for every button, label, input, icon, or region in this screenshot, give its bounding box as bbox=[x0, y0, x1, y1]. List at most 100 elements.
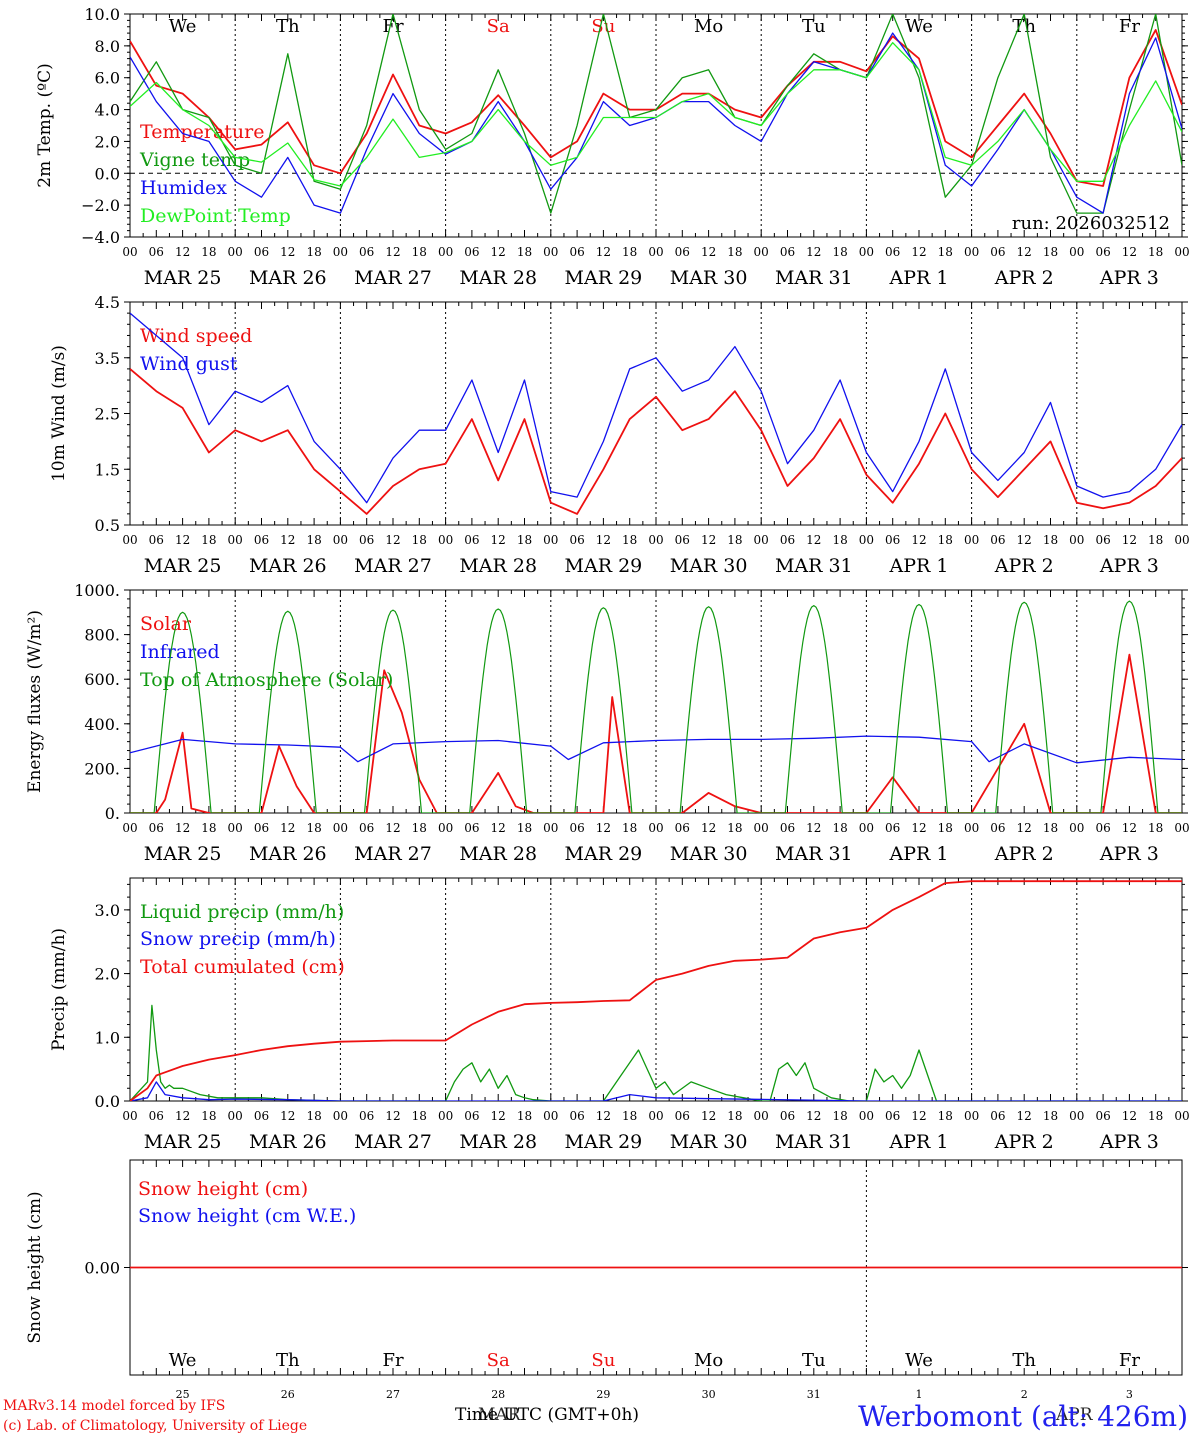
hour-tick-label: 12 bbox=[596, 245, 611, 259]
day-number: 27 bbox=[386, 1388, 400, 1401]
hour-tick-label: 18 bbox=[306, 821, 321, 835]
y-tick-label: 0.0 bbox=[95, 1092, 120, 1111]
run-label: run: 2026032512 bbox=[1012, 213, 1170, 234]
hour-tick-label: 12 bbox=[1017, 1109, 1032, 1123]
hour-tick-label: 00 bbox=[543, 1109, 558, 1123]
hour-tick-label: 06 bbox=[569, 533, 584, 547]
hour-tick-label: 12 bbox=[1017, 245, 1032, 259]
hour-tick-label: 18 bbox=[1148, 821, 1163, 835]
hour-tick-label: 06 bbox=[1095, 533, 1110, 547]
hour-tick-label: 00 bbox=[1174, 533, 1189, 547]
weekday-label: Su bbox=[591, 16, 615, 37]
date-label: MAR 25 bbox=[144, 843, 222, 865]
hour-tick-label: 12 bbox=[280, 245, 295, 259]
hour-tick-label: 12 bbox=[1122, 1109, 1137, 1123]
hour-tick-label: 18 bbox=[622, 1109, 637, 1123]
hour-tick-label: 12 bbox=[911, 821, 926, 835]
hour-tick-label: 12 bbox=[280, 821, 295, 835]
hour-tick-label: 12 bbox=[806, 1109, 821, 1123]
hour-tick-label: 06 bbox=[885, 821, 900, 835]
hour-tick-label: 00 bbox=[438, 245, 453, 259]
hour-tick-label: 18 bbox=[938, 821, 953, 835]
hour-tick-label: 18 bbox=[1148, 1109, 1163, 1123]
hour-tick-label: 12 bbox=[701, 821, 716, 835]
hour-tick-label: 00 bbox=[648, 533, 663, 547]
station-name: Werbomont (alt: 426m) bbox=[858, 1400, 1188, 1433]
y-axis-label: Precip (mm/h) bbox=[49, 928, 69, 1051]
month-label-mar: MAR bbox=[478, 1405, 521, 1425]
date-label: APR 3 bbox=[1099, 555, 1159, 577]
hour-tick-label: 06 bbox=[780, 1109, 795, 1123]
panel-precip: 0.0 1.0 2.0 3.0 Precip (mm/h) 00 06 12 18 MAR 25 0… bbox=[49, 877, 1190, 1153]
y-tick-label: 3.5 bbox=[95, 349, 120, 368]
hour-tick-label: 12 bbox=[596, 533, 611, 547]
weekday-label: Fr bbox=[1119, 1350, 1140, 1371]
hour-tick-label: 06 bbox=[254, 245, 269, 259]
series-line-1 bbox=[130, 1081, 1182, 1101]
hour-tick-label: 12 bbox=[491, 1109, 506, 1123]
weekday-label: We bbox=[905, 16, 933, 37]
hour-tick-label: 06 bbox=[254, 1109, 269, 1123]
hour-tick-label: 18 bbox=[412, 821, 427, 835]
hour-tick-label: 00 bbox=[228, 1109, 243, 1123]
hour-tick-label: 00 bbox=[1174, 821, 1189, 835]
hour-tick-label: 12 bbox=[385, 245, 400, 259]
legend-entry: Humidex bbox=[140, 177, 227, 199]
legend-entry: Snow precip (mm/h) bbox=[140, 928, 336, 950]
date-label: APR 3 bbox=[1099, 1131, 1159, 1153]
hour-tick-label: 06 bbox=[149, 821, 164, 835]
weekday-label: We bbox=[169, 1350, 197, 1371]
weekday-label: Th bbox=[276, 1350, 300, 1371]
date-label: APR 2 bbox=[994, 267, 1054, 289]
hour-tick-label: 12 bbox=[491, 245, 506, 259]
y-tick-label: 800. bbox=[84, 626, 120, 645]
hour-tick-label: 06 bbox=[990, 533, 1005, 547]
date-label: APR 1 bbox=[889, 843, 949, 865]
hour-tick-label: 06 bbox=[990, 1109, 1005, 1123]
legend-entry: Snow height (cm) bbox=[138, 1178, 308, 1200]
hour-tick-label: 00 bbox=[333, 245, 348, 259]
y-tick-label: 200. bbox=[84, 759, 120, 778]
y-axis-label: 2m Temp. (ºC) bbox=[35, 63, 55, 188]
hour-tick-label: 18 bbox=[412, 1109, 427, 1123]
legend-entry: Vigne temp bbox=[139, 149, 250, 171]
hour-tick-label: 00 bbox=[1069, 533, 1084, 547]
legend-entry: Wind speed bbox=[140, 325, 252, 347]
date-label: MAR 27 bbox=[354, 267, 432, 289]
day-number: 25 bbox=[176, 1388, 190, 1401]
hour-tick-label: 00 bbox=[859, 821, 874, 835]
hour-tick-label: 00 bbox=[648, 1109, 663, 1123]
series-line-0 bbox=[130, 368, 1182, 515]
hour-tick-label: 12 bbox=[1017, 821, 1032, 835]
date-label: APR 3 bbox=[1099, 843, 1159, 865]
hour-tick-label: 18 bbox=[201, 821, 216, 835]
y-tick-label: 6.0 bbox=[95, 69, 120, 88]
date-label: MAR 25 bbox=[144, 555, 222, 577]
hour-tick-label: 06 bbox=[675, 821, 690, 835]
hour-tick-label: 06 bbox=[675, 533, 690, 547]
hour-tick-label: 18 bbox=[1148, 533, 1163, 547]
hour-tick-label: 18 bbox=[832, 821, 847, 835]
legend-entry: Liquid precip (mm/h) bbox=[140, 901, 344, 923]
hour-tick-label: 06 bbox=[254, 533, 269, 547]
date-label: MAR 30 bbox=[670, 555, 748, 577]
legend-entry: Temperature bbox=[140, 121, 264, 143]
y-tick-label: 2.0 bbox=[95, 965, 120, 984]
hour-tick-label: 18 bbox=[938, 1109, 953, 1123]
hour-tick-label: 18 bbox=[727, 533, 742, 547]
date-label: MAR 31 bbox=[775, 1131, 853, 1153]
hour-tick-label: 18 bbox=[1043, 821, 1058, 835]
hour-tick-label: 12 bbox=[175, 533, 190, 547]
hour-tick-label: 06 bbox=[780, 533, 795, 547]
hour-tick-label: 18 bbox=[622, 821, 637, 835]
hour-tick-label: 12 bbox=[385, 533, 400, 547]
hour-tick-label: 00 bbox=[1069, 245, 1084, 259]
weekday-label: Sa bbox=[487, 16, 510, 37]
hour-tick-label: 18 bbox=[412, 533, 427, 547]
hour-tick-label: 00 bbox=[333, 821, 348, 835]
hour-tick-label: 18 bbox=[727, 821, 742, 835]
series-line-3 bbox=[130, 42, 1182, 187]
panel-snow: 0.00 Snow height (cm) We Th Fr Sa Su Mo Tu We Th Fr… bbox=[25, 1159, 1188, 1401]
hour-tick-label: 12 bbox=[806, 245, 821, 259]
